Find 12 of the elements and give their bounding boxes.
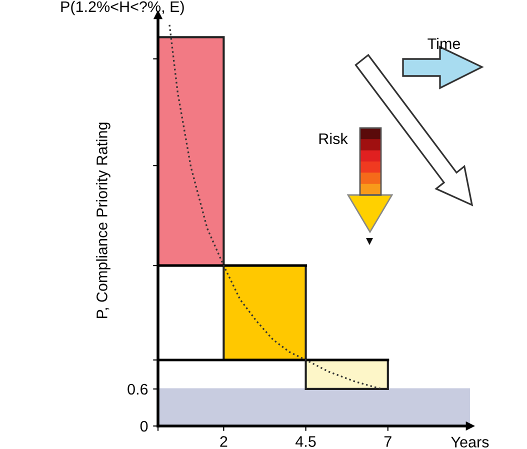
x-tick-label: 4.5 [296,436,316,447]
y-tick-label: 0 [140,420,148,432]
y-axis-title: P, Compliance Priority Rating [96,122,110,318]
annotation: Time [428,38,460,50]
annotation: P(1.2%<H<?%, E) [61,0,184,16]
annotation: Risk [319,132,348,144]
y-tick-label: 0.6 [128,384,148,395]
bar [304,358,389,390]
line-series [168,24,382,390]
x-tick-label: 2 [220,436,228,447]
x-tick-label: 7 [384,436,392,447]
x-axis-title: Years [451,436,489,448]
